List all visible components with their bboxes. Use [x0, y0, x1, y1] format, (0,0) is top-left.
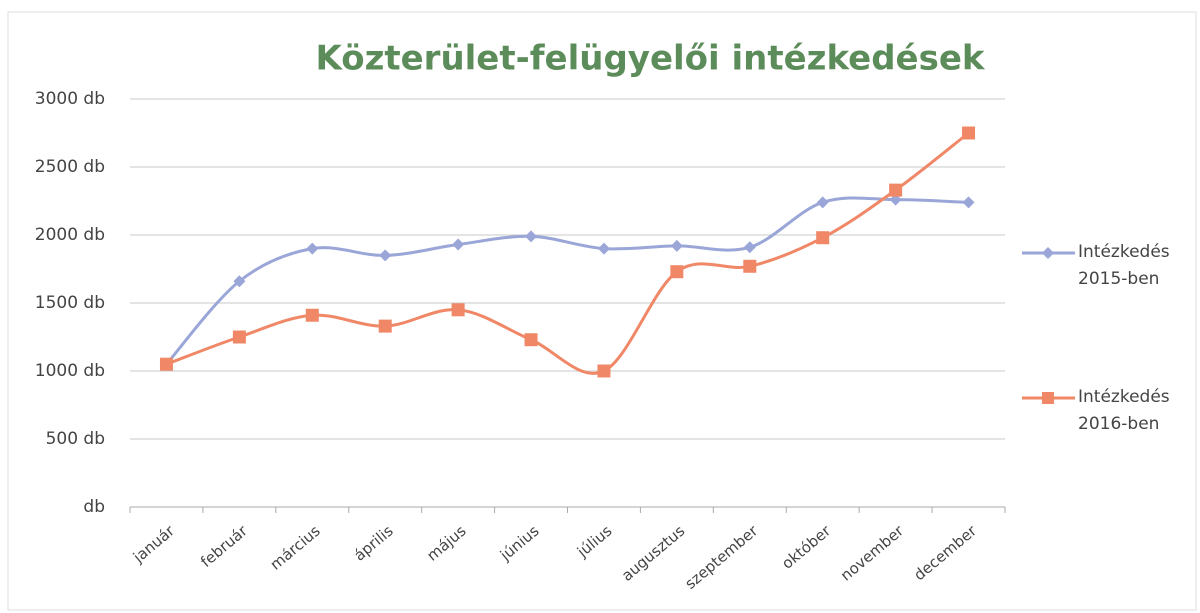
marker	[597, 364, 611, 378]
x-tick-label: szeptember	[681, 521, 761, 593]
y-tick-label: 1000 db	[35, 361, 105, 381]
legend-label: Intézkedés 2015-ben	[1078, 242, 1170, 289]
y-tick-label: 3000 db	[35, 89, 105, 109]
chart-border	[7, 11, 1197, 611]
marker	[816, 196, 829, 209]
chart-title: Közterület-felügyelői intézkedések	[315, 39, 985, 79]
marker	[524, 333, 538, 347]
y-tick-label: db	[83, 497, 105, 517]
marker	[597, 242, 610, 255]
x-tick-label: december	[910, 521, 980, 584]
marker	[1042, 247, 1054, 259]
x-tick-label: január	[129, 521, 179, 567]
x-tick-label: július	[573, 522, 616, 562]
x-tick-label: június	[496, 522, 543, 565]
x-tick-label: február	[197, 521, 251, 571]
marker	[743, 259, 757, 273]
marker	[670, 265, 684, 279]
x-tick-label: március	[267, 522, 324, 574]
marker	[232, 330, 246, 344]
y-tick-label: 1500 db	[35, 293, 105, 313]
marker	[962, 196, 975, 209]
marker	[305, 308, 319, 322]
marker	[452, 238, 465, 251]
marker	[525, 230, 538, 243]
x-tick-label: október	[778, 521, 835, 573]
marker	[1042, 392, 1054, 404]
x-tick-label: november	[837, 521, 908, 584]
marker	[233, 275, 246, 288]
marker	[743, 241, 756, 254]
marker	[306, 242, 319, 255]
marker	[378, 319, 392, 333]
marker	[889, 193, 902, 206]
marker	[816, 231, 830, 245]
marker	[451, 303, 465, 317]
x-tick-label: augusztus	[618, 522, 688, 585]
x-tick-label: április	[350, 522, 396, 565]
marker	[159, 357, 173, 371]
y-tick-label: 500 db	[46, 429, 105, 449]
legend-label: Intézkedés 2016-ben	[1078, 387, 1170, 434]
y-tick-label: 2000 db	[35, 225, 105, 245]
y-tick-label: 2500 db	[35, 157, 105, 177]
line	[165, 131, 970, 375]
marker	[670, 239, 683, 252]
marker	[889, 183, 903, 197]
marker	[379, 249, 392, 262]
x-tick-label: május	[423, 522, 469, 565]
marker	[962, 126, 976, 140]
